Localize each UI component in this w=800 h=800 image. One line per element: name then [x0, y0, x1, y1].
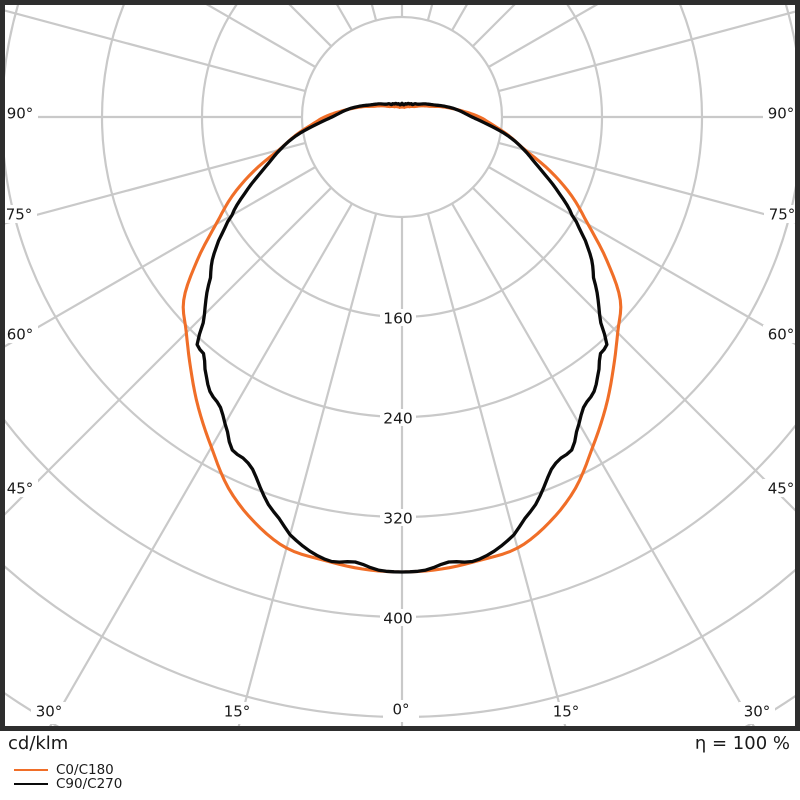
- angle-tick-label: 45°: [7, 480, 34, 498]
- angle-tick-label-bg: [763, 325, 795, 343]
- angle-tick-label-bg: [5, 205, 37, 223]
- polar-spoke-gridline: [5, 166, 316, 348]
- angle-tick-label-bg: [763, 479, 795, 497]
- polar-spoke-gridline: [488, 166, 795, 346]
- angle-tick-label: 75°: [769, 206, 796, 224]
- angle-tick-label: 30°: [36, 703, 63, 721]
- angle-tick-label-bg: [548, 702, 584, 724]
- ring-tick-label: 240: [383, 410, 413, 428]
- curve-c90-c270: [195, 101, 609, 574]
- legend-line-c90-c270: [14, 783, 48, 785]
- ring-tick-label-bg: [380, 509, 416, 526]
- ring-tick-label: 320: [383, 510, 413, 528]
- legend-label-c90-c270: C90/C270: [56, 776, 123, 792]
- polar-spoke-gridline: [426, 213, 567, 726]
- polar-spoke-gridline: [451, 203, 755, 726]
- angle-tick-label: 90°: [7, 105, 34, 123]
- polar-spoke-gridline: [498, 141, 795, 224]
- angle-tick-label: 30°: [744, 703, 771, 721]
- angle-tick-label-bg: [31, 702, 67, 724]
- polar-spoke-gridline: [5, 141, 306, 225]
- angle-tick-label-bg: [5, 479, 38, 497]
- polar-spoke-gridline: [237, 213, 378, 726]
- ring-tick-label: 400: [383, 610, 413, 628]
- polar-spoke-gridline: [5, 9, 306, 93]
- angle-tick-label: 45°: [768, 480, 795, 498]
- angle-tick-label: 75°: [6, 206, 33, 224]
- angle-tick-label: 90°: [768, 105, 795, 123]
- polar-spoke-gridline: [498, 10, 795, 93]
- unit-label: cd/klm: [8, 733, 69, 754]
- ring-tick-label-bg: [380, 409, 416, 426]
- angle-tick-label-bg: [764, 205, 795, 223]
- angle-tick-label-bg: [219, 702, 255, 724]
- efficiency-label: η = 100 %: [694, 733, 790, 754]
- angle-tick-label: 0°: [392, 701, 409, 719]
- angle-tick-label-bg: [5, 104, 38, 122]
- legend: C0/C180 C90/C270: [0, 763, 400, 791]
- ring-tick-label: 160: [383, 310, 413, 328]
- polar-spoke-gridline: [49, 203, 353, 726]
- plot-frame: [0, 0, 800, 731]
- angle-tick-label-bg: [739, 702, 775, 724]
- angle-tick-label-bg: [763, 104, 795, 122]
- angle-tick-label-bg: [5, 325, 38, 343]
- ring-tick-label-bg: [380, 609, 416, 626]
- angle-tick-label-bg: [383, 700, 419, 722]
- angle-tick-label: 60°: [768, 326, 795, 344]
- angle-tick-label: 60°: [7, 326, 34, 344]
- legend-item-c90-c270: C90/C270: [0, 777, 400, 791]
- ring-tick-label-bg: [380, 309, 416, 326]
- angle-tick-label: 15°: [224, 703, 251, 721]
- legend-label-c0-c180: C0/C180: [56, 762, 114, 778]
- legend-item-c0-c180: C0/C180: [0, 763, 400, 777]
- angle-tick-label: 15°: [553, 703, 580, 721]
- legend-line-c0-c180: [14, 769, 48, 771]
